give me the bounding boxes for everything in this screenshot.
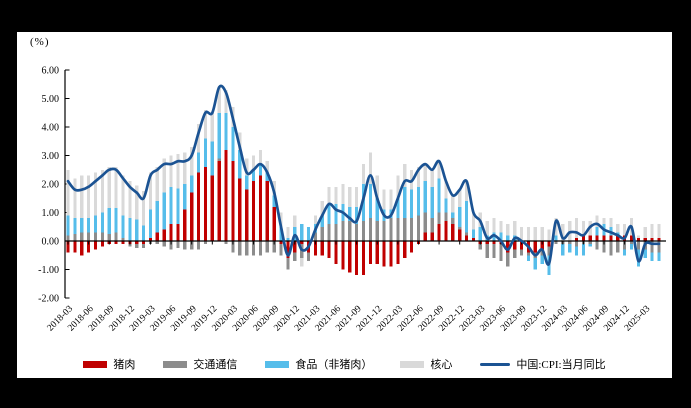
svg-text:5.00: 5.00 <box>42 94 60 105</box>
legend-label-pork: 猪肉 <box>113 359 136 371</box>
y-axis-unit-label: (%) <box>30 36 50 48</box>
legend-item-food-nonpork: 食品（非猪肉） <box>265 356 372 372</box>
svg-text:2.00: 2.00 <box>42 180 60 191</box>
svg-text:1.00: 1.00 <box>42 208 60 219</box>
cpi-contribution-chart: 6.005.004.003.002.001.000.00-1.00-2.0020… <box>38 66 666 334</box>
svg-text:-2.00: -2.00 <box>38 294 59 305</box>
svg-text:0.00: 0.00 <box>42 237 60 248</box>
legend-label-transport: 交通通信 <box>193 359 238 371</box>
legend-label-cpi-line: 中国:CPI:当月同比 <box>516 359 606 371</box>
legend-label-core: 核心 <box>430 359 453 371</box>
svg-text:6.00: 6.00 <box>42 66 60 77</box>
legend-item-core: 核心 <box>400 356 452 372</box>
legend-label-food-nonpork: 食品（非猪肉） <box>295 359 373 371</box>
cpi-line-swatch <box>480 362 511 366</box>
legend-item-pork: 猪肉 <box>83 356 135 372</box>
svg-text:3.00: 3.00 <box>42 151 60 162</box>
chart-panel: (%) 6.00 5.00 4.00 3.00 2.00 1.00 0.00 -1.00 -2.… <box>17 32 672 378</box>
svg-text:-1.00: -1.00 <box>38 265 59 276</box>
chart-legend: 猪肉 交通通信 食品（非猪肉） 核心 中国:CPI:当月同比 <box>17 352 672 376</box>
legend-item-cpi-line: 中国:CPI:当月同比 <box>480 356 606 372</box>
core-color-swatch <box>400 360 425 368</box>
pork-color-swatch <box>83 360 108 368</box>
legend-item-transport: 交通通信 <box>163 356 237 372</box>
transport-color-swatch <box>163 360 188 368</box>
food-nonpork-color-swatch <box>265 360 290 368</box>
svg-text:4.00: 4.00 <box>42 123 60 134</box>
